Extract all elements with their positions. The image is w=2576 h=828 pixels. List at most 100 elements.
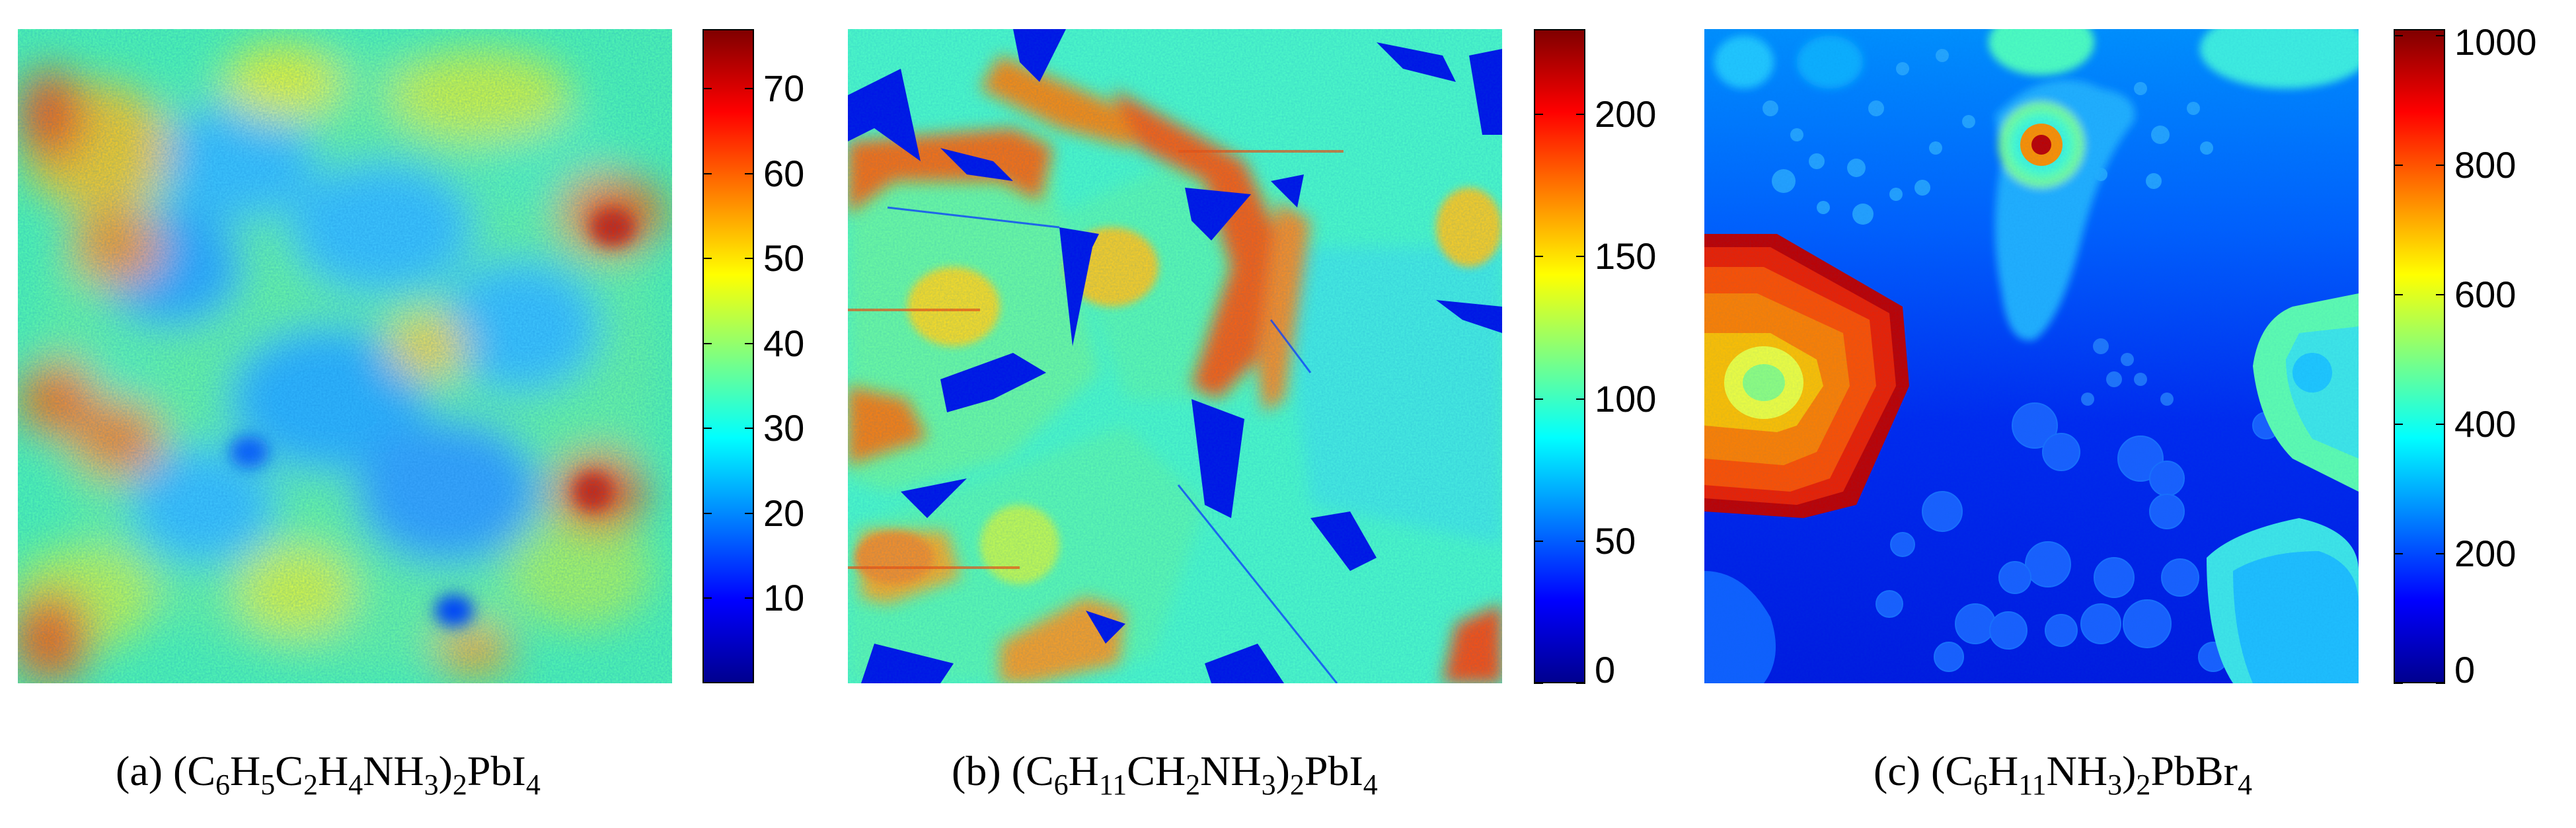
colorbar-a-tick-label: 10 — [763, 577, 805, 619]
colorbar-b-tick — [1576, 540, 1585, 542]
colorbar-a-gradient — [704, 30, 753, 682]
colorbar-a-tick — [745, 428, 754, 430]
caption-label: (a) — [116, 747, 163, 794]
colorbar-c-tick-label: 0 — [2454, 649, 2476, 691]
colorbar-b-tick-label: 0 — [1595, 649, 1616, 691]
caption-formula: (C6H5C2H4NH3)2PbI4 — [173, 747, 541, 800]
colorbar-b-tick — [1534, 540, 1543, 542]
colorbar-a-tick — [702, 512, 712, 514]
caption-c: (c) (C6H11NH3)2PbBr4 — [1874, 747, 2252, 800]
formula-text: H — [1988, 747, 2019, 794]
colorbar-a-tick-label: 70 — [763, 67, 805, 109]
formula-text: ) — [2122, 747, 2137, 794]
formula-text: PbBr — [2150, 747, 2238, 794]
formula-text: (C — [1931, 747, 1974, 794]
colorbar-a-tick — [745, 512, 754, 514]
colorbar-c-tick — [2436, 164, 2445, 166]
heatmap-c — [1704, 29, 2359, 683]
colorbar-a-tick — [702, 342, 712, 344]
colorbar-c-tick — [2436, 683, 2445, 684]
colorbar-b-tick-label: 100 — [1595, 377, 1657, 420]
colorbar-c-tick — [2394, 293, 2403, 295]
colorbar-a-tick-label: 50 — [763, 237, 805, 280]
formula-text: PbI — [467, 747, 526, 794]
formula-text: H — [317, 747, 349, 794]
colorbar-c-tick-label: 600 — [2454, 273, 2517, 315]
formula-text: C — [275, 747, 303, 794]
formula-subscript: 11 — [1098, 769, 1127, 801]
colorbar-a — [702, 29, 754, 683]
colorbar-a-tick — [745, 597, 754, 599]
caption-label: (b) — [952, 747, 1001, 794]
formula-text: H — [230, 747, 261, 794]
caption-formula: (C6H11CH2NH3)2PbI4 — [1012, 747, 1378, 800]
colorbar-c-tick — [2394, 683, 2403, 684]
formula-subscript: 6 — [1973, 769, 1989, 801]
heatmap-b — [848, 29, 1502, 683]
formula-text: PbI — [1304, 747, 1363, 794]
colorbar-b-tick — [1576, 398, 1585, 400]
heatmap-c-image — [1704, 29, 2359, 683]
colorbar-a-tick-label: 40 — [763, 322, 805, 364]
colorbar-c-tick — [2436, 423, 2445, 425]
formula-text: (C — [173, 747, 216, 794]
colorbar-b-tick — [1576, 114, 1585, 116]
formula-text: NH — [1200, 747, 1262, 794]
colorbar-c-tick-label: 1000 — [2454, 21, 2537, 63]
formula-text: ) — [1275, 747, 1290, 794]
colorbar-c-tick — [2394, 34, 2403, 36]
colorbar-a-tick — [745, 258, 754, 260]
formula-subscript: 2 — [2136, 769, 2151, 801]
formula-text: NH — [363, 747, 424, 794]
colorbar-c-tick — [2394, 552, 2403, 554]
heatmap-a — [18, 29, 672, 683]
colorbar-a-tick — [745, 172, 754, 174]
formula-text: CH — [1127, 747, 1186, 794]
formula-subscript: 3 — [2107, 769, 2123, 801]
formula-subscript: 2 — [1186, 769, 1201, 801]
caption-formula: (C6H11NH3)2PbBr4 — [1931, 747, 2252, 800]
colorbar-b — [1534, 29, 1585, 683]
colorbar-b-tick — [1534, 114, 1543, 116]
heatmap-a-image — [18, 29, 672, 683]
formula-subscript: 4 — [348, 769, 363, 801]
formula-subscript: 3 — [1261, 769, 1276, 801]
formula-subscript: 11 — [2018, 769, 2047, 801]
formula-subscript: 5 — [260, 769, 276, 801]
colorbar-b-tick — [1534, 256, 1543, 258]
formula-text: H — [1068, 747, 1099, 794]
colorbar-a-tick-label: 60 — [763, 152, 805, 194]
caption-label: (c) — [1874, 747, 1921, 794]
colorbar-a-tick — [745, 342, 754, 344]
formula-subscript: 2 — [303, 769, 318, 801]
formula-subscript: 3 — [424, 769, 439, 801]
formula-subscript: 4 — [525, 769, 541, 801]
caption-a: (a) (C6H5C2H4NH3)2PbI4 — [116, 747, 541, 800]
colorbar-b-tick-label: 150 — [1595, 235, 1657, 278]
formula-text: ) — [438, 747, 453, 794]
colorbar-a-tick — [702, 172, 712, 174]
colorbar-a-tick-label: 30 — [763, 407, 805, 449]
colorbar-c-tick-label: 800 — [2454, 143, 2517, 186]
colorbar-c-tick — [2394, 423, 2403, 425]
colorbar-a-tick — [702, 88, 712, 89]
colorbar-b-tick — [1576, 256, 1585, 258]
formula-subscript: 2 — [1289, 769, 1305, 801]
colorbar-c-tick — [2436, 34, 2445, 36]
colorbar-c-tick — [2436, 552, 2445, 554]
heatmap-b-image — [848, 29, 1502, 683]
colorbar-b-tick — [1534, 683, 1543, 684]
colorbar-a-tick — [745, 88, 754, 89]
formula-subscript: 6 — [1053, 769, 1069, 801]
colorbar-b-tick — [1576, 683, 1585, 684]
formula-subscript: 4 — [2237, 769, 2252, 801]
colorbar-c-gradient — [2395, 30, 2444, 682]
colorbar-c-tick-label: 400 — [2454, 402, 2517, 445]
colorbar-c-tick-label: 200 — [2454, 532, 2517, 574]
colorbar-b-tick-label: 200 — [1595, 93, 1657, 135]
colorbar-a-tick — [702, 597, 712, 599]
formula-subscript: 6 — [215, 769, 231, 801]
colorbar-a-tick — [702, 428, 712, 430]
colorbar-b-gradient — [1535, 30, 1584, 682]
colorbar-c — [2394, 29, 2445, 683]
